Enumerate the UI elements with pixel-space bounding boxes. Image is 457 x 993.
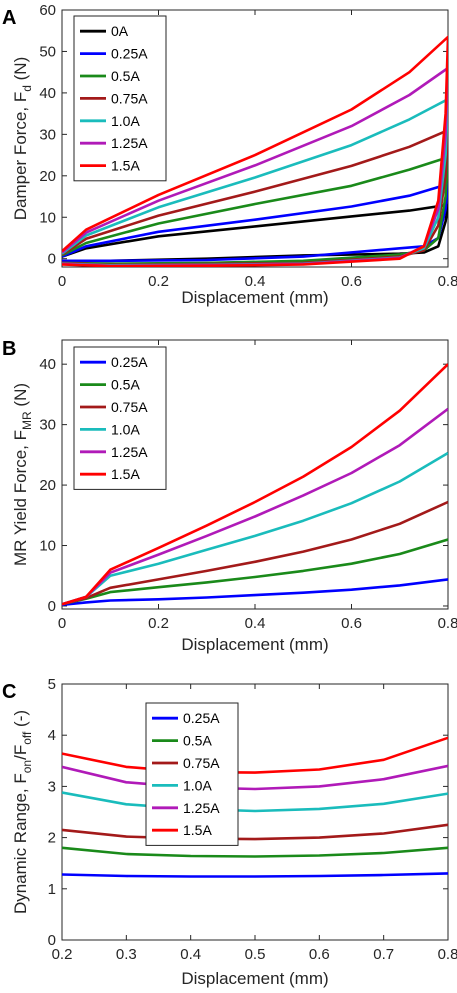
y-tick-label: 2 bbox=[48, 830, 56, 847]
panel-letter: B bbox=[2, 338, 16, 360]
legend-label: 0.5A bbox=[111, 377, 140, 393]
y-label-part: (N) bbox=[11, 57, 30, 85]
legend-label: 1.5A bbox=[111, 466, 140, 482]
y-tick-label: 10 bbox=[39, 538, 56, 555]
legend-label: 0A bbox=[111, 23, 129, 39]
x-tick-label: 0.4 bbox=[180, 946, 201, 963]
legend-label: 0.75A bbox=[183, 755, 220, 771]
legend-box bbox=[73, 346, 167, 490]
series-line-0.25A bbox=[62, 578, 448, 607]
y-tick-label: 60 bbox=[39, 2, 56, 19]
series-line-1.5A bbox=[62, 736, 448, 774]
x-tick-label: 0.4 bbox=[245, 273, 266, 290]
x-tick-label: 0.7 bbox=[373, 946, 394, 963]
y-tick-label: 3 bbox=[48, 778, 56, 795]
y-tick-label: 10 bbox=[39, 209, 56, 226]
panel-letter: C bbox=[2, 681, 16, 703]
x-axis-label: Displacement (mm) bbox=[181, 288, 328, 307]
series-line-0.25A bbox=[62, 872, 448, 878]
legend-label: 0.25A bbox=[183, 710, 220, 726]
series-line-1.5A bbox=[62, 363, 448, 606]
legend-box bbox=[145, 702, 239, 846]
x-tick-label: 0.8 bbox=[438, 273, 457, 290]
legend-label: 0.25A bbox=[111, 46, 148, 62]
y-label-part: Dynamic Range, F bbox=[11, 773, 30, 914]
series-line-0.5A bbox=[62, 538, 448, 606]
x-axis-label: Displacement (mm) bbox=[181, 635, 328, 654]
x-tick-label: 0.2 bbox=[52, 946, 73, 963]
legend-label: 1.25A bbox=[183, 800, 220, 816]
panel-C: C 0.2 0.3 0.4 0.5 0.6 0.7 0.8 0 1 2 3 4 5 Displacement… bbox=[2, 676, 457, 988]
y-label-part: MR Yield Force, F bbox=[11, 430, 30, 566]
legend-label: 0.5A bbox=[111, 68, 140, 84]
legend-label: 0.75A bbox=[111, 399, 148, 415]
y-tick-label: 30 bbox=[39, 126, 56, 143]
y-tick-label: 0 bbox=[48, 932, 56, 949]
series-line-1.5A bbox=[62, 35, 448, 267]
legend-label: 0.25A bbox=[111, 354, 148, 370]
y-label-part: Damper Force, F bbox=[11, 92, 30, 220]
plot-area bbox=[62, 736, 448, 878]
series-line-0.5A bbox=[62, 846, 448, 858]
legend: 0.25A 0.5A 0.75A 1.0A 1.25A 1.5A bbox=[73, 346, 167, 490]
legend-label: 0.5A bbox=[183, 733, 212, 749]
y-tick-label: 40 bbox=[39, 85, 56, 102]
x-tick-label: 0.8 bbox=[438, 615, 457, 632]
y-label-subscript: on bbox=[20, 760, 34, 773]
x-tick-label: 0.5 bbox=[245, 946, 266, 963]
y-label-part: (N) bbox=[11, 383, 30, 411]
legend-label: 1.0A bbox=[111, 421, 140, 437]
x-tick-label: 0.4 bbox=[245, 615, 266, 632]
panel-letter: A bbox=[2, 7, 16, 29]
series-line-1.0A bbox=[62, 791, 448, 813]
x-tick-label: 0.6 bbox=[309, 946, 330, 963]
y-label-subscript: d bbox=[20, 85, 34, 92]
x-tick-label: 0.2 bbox=[148, 273, 169, 290]
legend-label: 0.75A bbox=[111, 90, 148, 106]
series-line-0.25A bbox=[62, 182, 448, 263]
x-tick-label: 0.8 bbox=[438, 946, 457, 963]
legend-label: 1.25A bbox=[111, 444, 148, 460]
legend-label: 1.0A bbox=[111, 113, 140, 129]
y-label-part: (-) bbox=[11, 710, 30, 732]
y-tick-label: 30 bbox=[39, 417, 56, 434]
x-tick-label: 0.6 bbox=[341, 615, 362, 632]
y-tick-label: 20 bbox=[39, 477, 56, 494]
legend-label: 1.25A bbox=[111, 135, 148, 151]
y-tick-label: 40 bbox=[39, 356, 56, 373]
y-label-subscript: off bbox=[20, 731, 34, 745]
plot-area bbox=[62, 35, 448, 267]
x-tick-label: 0.2 bbox=[148, 615, 169, 632]
x-tick-label: 0.6 bbox=[341, 273, 362, 290]
legend-label: 1.5A bbox=[111, 158, 140, 174]
y-label-subscript: MR bbox=[20, 411, 34, 430]
x-tick-label: 0 bbox=[58, 615, 66, 632]
y-tick-label: 1 bbox=[48, 881, 56, 898]
y-label-part: /F bbox=[11, 745, 30, 760]
plot-area bbox=[62, 363, 448, 607]
x-axis-label: Displacement (mm) bbox=[181, 969, 328, 988]
series-line-0.75A bbox=[62, 500, 448, 606]
y-axis-label: MR Yield Force, FMR (N) bbox=[11, 383, 34, 566]
legend: 0.25A 0.5A 0.75A 1.0A 1.25A 1.5A bbox=[145, 702, 239, 846]
y-axis-label: Damper Force, Fd (N) bbox=[11, 57, 34, 221]
panel-B: B 0 0.2 0.4 0.6 0.8 0 10 20 30 40 Displacement (mm)… bbox=[2, 338, 457, 654]
y-tick-label: 5 bbox=[48, 676, 56, 693]
y-tick-label: 20 bbox=[39, 168, 56, 185]
y-tick-label: 0 bbox=[48, 598, 56, 615]
series-line-0.75A bbox=[62, 823, 448, 841]
y-tick-label: 50 bbox=[39, 43, 56, 60]
series-line-1.25A bbox=[62, 764, 448, 791]
panel-A: A 0 0.2 0.4 0.6 0.8 0 10 20 30 40 50 60 Displacement … bbox=[2, 2, 457, 307]
series-line-0.5A bbox=[62, 155, 448, 265]
legend-label: 1.0A bbox=[183, 777, 212, 793]
legend: 0A 0.25A 0.5A 0.75A 1.0A 1.25A 1.5A bbox=[73, 15, 167, 182]
y-tick-label: 4 bbox=[48, 727, 56, 744]
x-tick-label: 0.3 bbox=[116, 946, 137, 963]
y-axis-label: Dynamic Range, Fon/Foff (-) bbox=[11, 710, 34, 914]
legend-label: 1.5A bbox=[183, 822, 212, 838]
x-tick-label: 0 bbox=[58, 273, 66, 290]
y-tick-label: 0 bbox=[48, 251, 56, 268]
